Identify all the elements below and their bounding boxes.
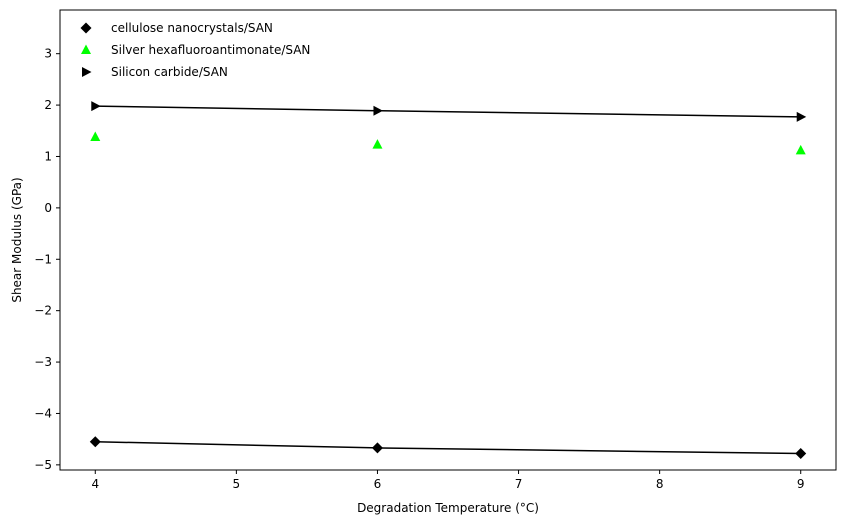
- data-point: [90, 131, 101, 141]
- y-tick-label: −2: [34, 304, 52, 318]
- legend-label: cellulose nanocrystals/SAN: [111, 21, 273, 35]
- x-tick-label: 7: [515, 477, 523, 491]
- x-tick-label: 4: [91, 477, 99, 491]
- data-point: [89, 436, 101, 448]
- y-axis-label: Shear Modulus (GPa): [10, 177, 24, 302]
- legend-marker: [80, 22, 92, 34]
- legend-item: Silicon carbide/SAN: [82, 65, 228, 79]
- legend: cellulose nanocrystals/SAN Silver hexaflu…: [80, 21, 310, 79]
- y-tick-label: −4: [34, 406, 52, 420]
- legend-marker: [82, 67, 92, 77]
- data-point: [371, 442, 383, 454]
- y-tick-label: 1: [44, 149, 52, 163]
- x-axis-label: Degradation Temperature (°C): [357, 501, 539, 515]
- data-point: [373, 105, 383, 116]
- series-0: [89, 436, 807, 460]
- series-layer: [89, 101, 807, 460]
- legend-label: Silver hexafluoroantimonate/SAN: [111, 43, 310, 57]
- y-tick-label: −5: [34, 458, 52, 472]
- y-tick-label: 3: [44, 47, 52, 61]
- y-tick-label: −1: [34, 252, 52, 266]
- data-point: [372, 139, 383, 149]
- series-1: [90, 131, 806, 155]
- series-2: [91, 101, 807, 122]
- plot-area: [59, 9, 837, 471]
- y-tick-label: 0: [44, 201, 52, 215]
- legend-item: cellulose nanocrystals/SAN: [80, 21, 273, 35]
- legend-label: Silicon carbide/SAN: [111, 65, 228, 79]
- data-point: [91, 101, 101, 112]
- data-point: [795, 448, 807, 460]
- x-tick-label: 6: [374, 477, 382, 491]
- x-tick-label: 5: [233, 477, 241, 491]
- y-tick-label: 2: [44, 98, 52, 112]
- y-axis-ticks: −5 −4 −3 −2 −1 0 1 2 3: [34, 47, 60, 472]
- data-point: [795, 144, 806, 155]
- y-tick-label: −3: [34, 355, 52, 369]
- legend-item: Silver hexafluoroantimonate/SAN: [81, 43, 310, 57]
- legend-marker: [81, 44, 91, 54]
- x-axis-ticks: 4 5 6 7 8 9: [91, 470, 805, 491]
- x-tick-label: 9: [797, 477, 805, 491]
- data-point: [796, 111, 807, 122]
- x-tick-label: 8: [656, 477, 664, 491]
